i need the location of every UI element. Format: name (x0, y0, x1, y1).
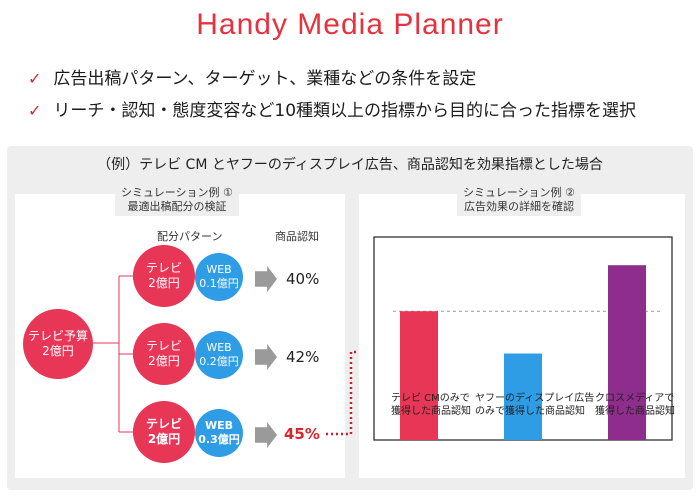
column-header-pattern: 配分パターン (157, 230, 223, 243)
tv-amount: 2億円 (148, 354, 180, 368)
bullet-text: リーチ・認知・態度変容など10種類以上の指標から目的に合った指標を選択 (53, 101, 637, 121)
x-category-label-1: テレビ CMのみで 獲得した商品認知 (391, 392, 471, 418)
tv-label: テレビ (145, 261, 182, 275)
budget-label: テレビ予算 (27, 329, 88, 343)
x-category-line: のみで獲得した商品認知 (475, 406, 585, 417)
awareness-value-3-highlight: 45% (284, 425, 320, 443)
tv-amount: 2億円 (147, 432, 181, 446)
web-label: WEB (206, 341, 232, 354)
awareness-value-1: 40% (286, 270, 320, 288)
bullet-item-metrics: ✓ リーチ・認知・態度変容など10種類以上の指標から目的に合った指標を選択 (28, 96, 636, 121)
web-allocation-circle-3: WEB 0.3億円 (195, 409, 243, 457)
web-allocation-circle-2: WEB 0.2億円 (195, 331, 243, 379)
label-line: 広告効果の詳細を確認 (463, 200, 574, 213)
bullet-item-conditions: ✓ 広告出稿パターン、ターゲット、業種などの条件を設定 (28, 64, 476, 89)
x-category-line: ヤフーのディスプレイ広告 (475, 393, 595, 404)
tv-label: テレビ (145, 417, 182, 431)
example-panel: （例）テレビ CM とヤフーのディスプレイ広告、商品認知を効果指標とした場合 シ… (7, 146, 693, 490)
label-line: シミュレーション例 ② (463, 186, 575, 199)
web-amount: 0.3億円 (198, 433, 240, 446)
panel-heading: （例）テレビ CM とヤフーのディスプレイ広告、商品認知を効果指標とした場合 (97, 157, 603, 173)
arrow-right-icon (255, 266, 277, 292)
x-category-line: テレビ CMのみで (391, 393, 470, 404)
simulation-label-1: シミュレーション例 ① 最適出稿配分の検証 (115, 184, 239, 216)
web-label: WEB (206, 263, 232, 276)
label-line: シミュレーション例 ① (121, 186, 233, 199)
x-category-label-3: クロスメディアで 獲得した商品認知 (595, 392, 675, 418)
bar-2 (504, 353, 542, 440)
tv-amount: 2億円 (148, 276, 180, 290)
check-icon: ✓ (28, 101, 42, 120)
web-amount: 0.1億円 (199, 277, 239, 290)
arrow-right-icon (255, 422, 277, 448)
x-category-line: 獲得した商品認知 (391, 406, 471, 417)
web-allocation-circle-1: WEB 0.1億円 (195, 253, 243, 301)
tv-budget-circle: テレビ予算 2億円 (23, 309, 93, 379)
budget-amount: 2億円 (42, 344, 74, 358)
app-title: Handy Media Planner (196, 8, 504, 41)
x-category-line: クロスメディアで (595, 393, 675, 404)
awareness-value-2: 42% (286, 348, 320, 366)
tv-allocation-circle-1: テレビ 2億円 (133, 245, 195, 307)
bar-1 (400, 311, 438, 440)
label-line: 最適出稿配分の検証 (127, 200, 227, 213)
web-label: WEB (204, 419, 234, 432)
bullet-text: 広告出稿パターン、ターゲット、業種などの条件を設定 (53, 69, 477, 89)
tv-label: テレビ (145, 339, 182, 353)
simulation-label-2: シミュレーション例 ② 広告効果の詳細を確認 (457, 184, 581, 216)
awareness-bar-chart (373, 236, 673, 441)
check-icon: ✓ (28, 69, 42, 88)
web-amount: 0.2億円 (199, 355, 239, 368)
arrow-right-icon (255, 344, 277, 370)
column-header-awareness: 商品認知 (275, 230, 319, 243)
x-category-label-2: ヤフーのディスプレイ広告 のみで獲得した商品認知 (475, 392, 594, 418)
x-category-line: 獲得した商品認知 (595, 406, 675, 417)
bar-3 (608, 265, 646, 440)
tv-allocation-circle-3: テレビ 2億円 (133, 401, 195, 463)
tv-allocation-circle-2: テレビ 2億円 (133, 323, 195, 385)
